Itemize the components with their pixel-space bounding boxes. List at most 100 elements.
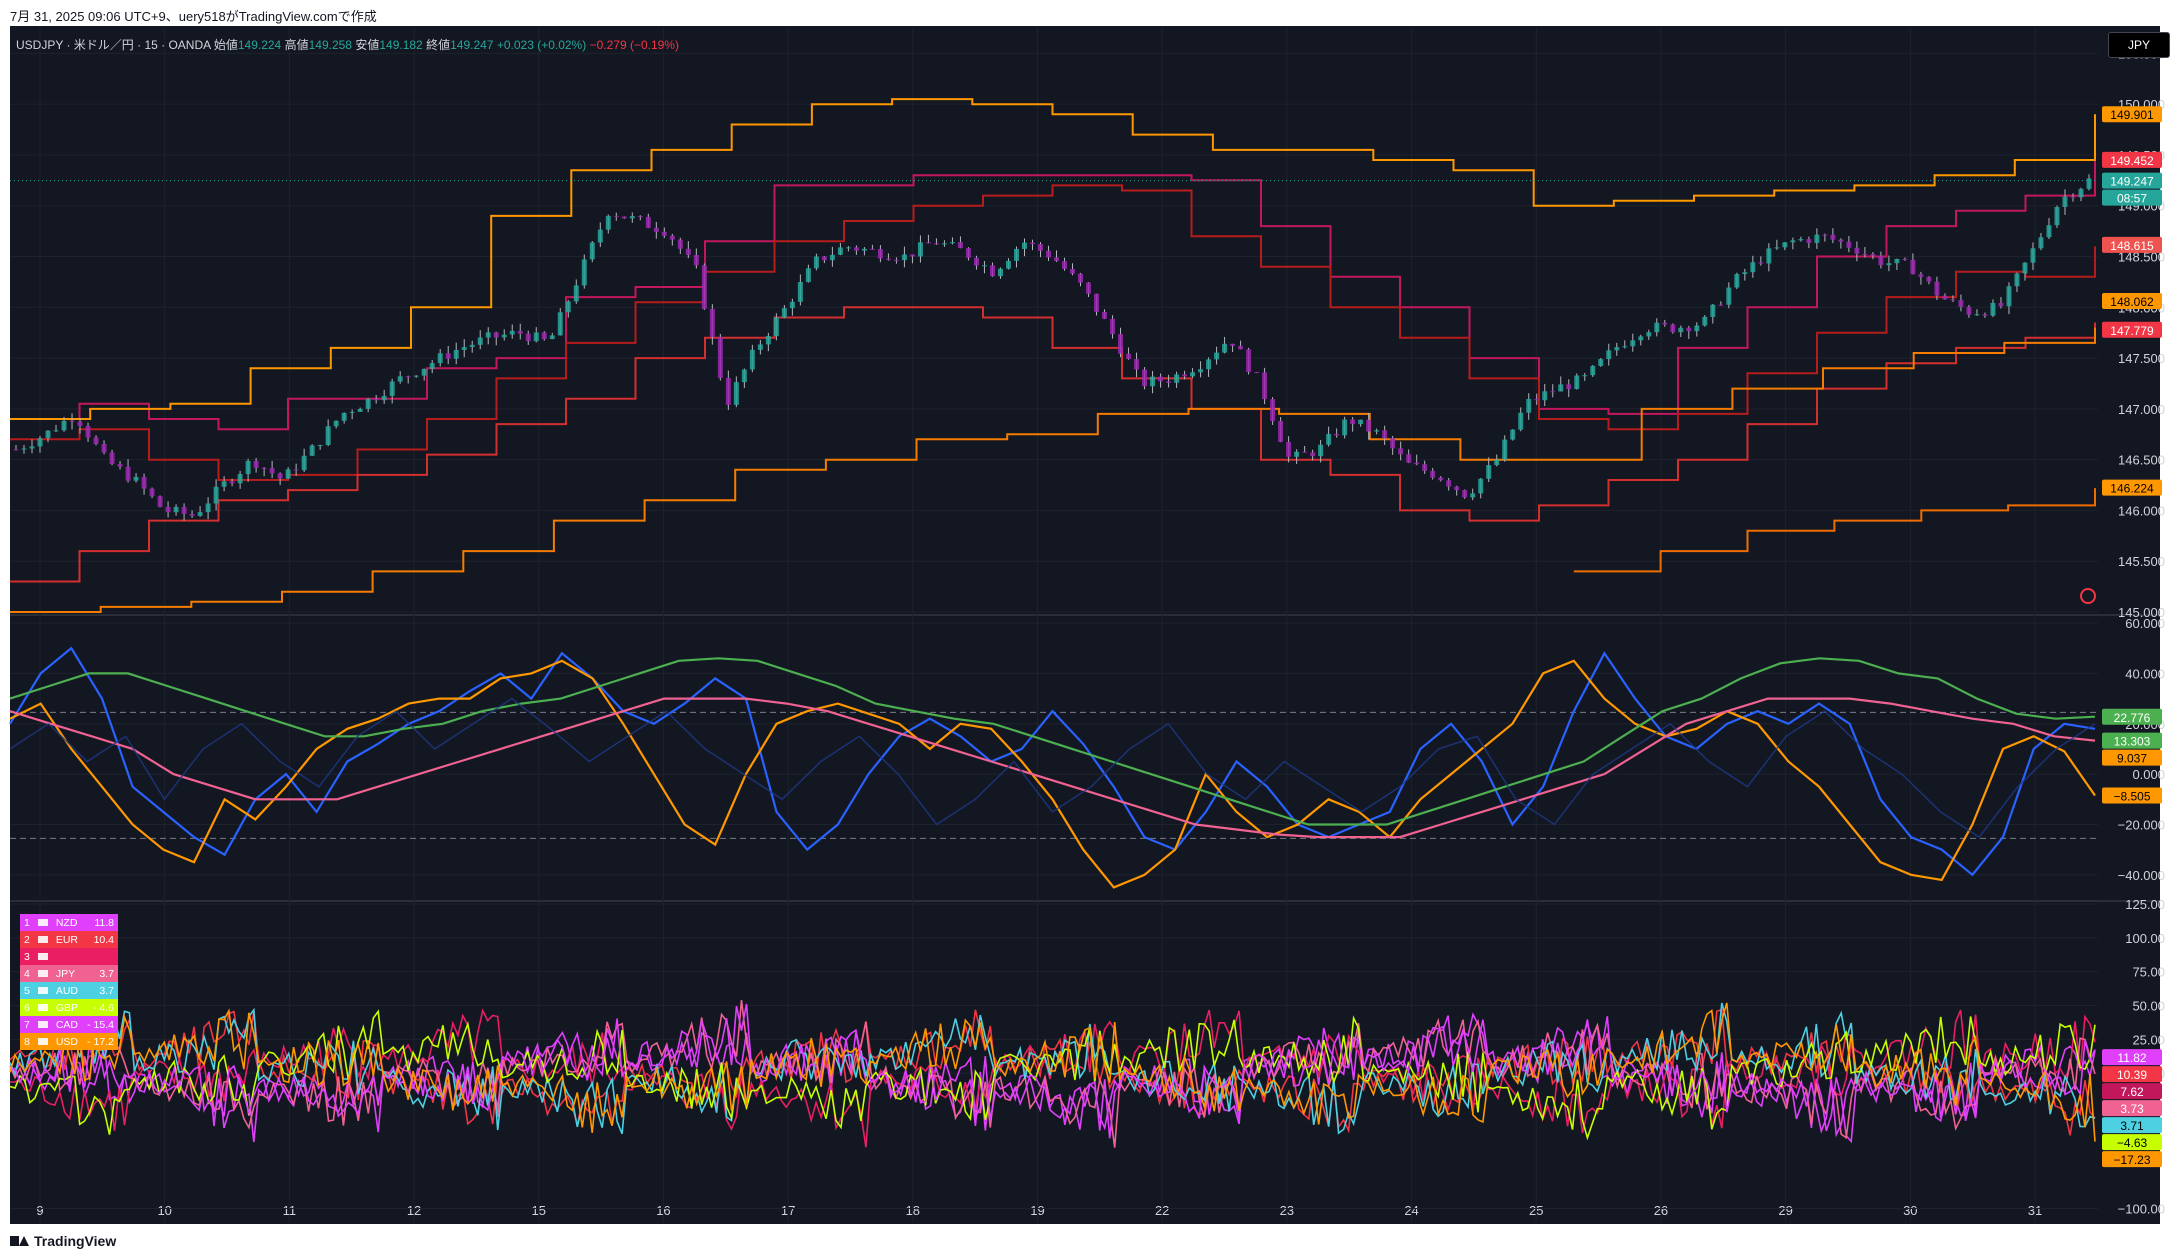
candle-body <box>1926 276 1932 282</box>
candle-body <box>1694 325 1700 332</box>
candle-body <box>1398 448 1404 455</box>
candle-body <box>821 256 827 261</box>
y-tick-label: 75.00 <box>2132 965 2165 980</box>
candle-body <box>37 438 43 447</box>
candle-body <box>1574 375 1580 390</box>
value-tag <box>2102 1117 2162 1134</box>
low-value: 149.182 <box>379 38 423 52</box>
candle-body <box>1462 490 1468 498</box>
candle-body <box>933 243 939 245</box>
candle-body <box>1430 470 1436 478</box>
candle-body <box>1894 258 1900 264</box>
candle-body <box>501 334 507 338</box>
candle-body <box>1774 247 1780 249</box>
candle-body <box>285 469 291 479</box>
candle-body <box>69 420 75 422</box>
candle-body <box>277 473 283 479</box>
value-tag <box>2102 236 2162 253</box>
candle-body <box>1702 316 1708 326</box>
candle-body <box>189 513 195 516</box>
strength-currency: USD <box>55 1035 79 1048</box>
value-tag-label: 08:57 <box>2117 192 2147 206</box>
candle-body <box>1534 399 1540 401</box>
candle-body <box>229 481 235 484</box>
y-tick-label: 147.000 <box>2118 402 2165 417</box>
candle-body <box>789 301 795 309</box>
y-tick-label: 25.00 <box>2132 1032 2165 1047</box>
candle-body <box>1334 433 1340 436</box>
candle-body <box>1822 234 1828 236</box>
candle-body <box>1998 302 2004 307</box>
candle-body <box>469 344 475 348</box>
x-tick-label: 16 <box>656 1203 670 1218</box>
candle-body <box>1830 234 1836 240</box>
candle-body <box>813 256 819 269</box>
candle-body <box>1950 299 1956 301</box>
value-tag-label: 146.224 <box>2110 482 2154 496</box>
x-tick-label: 15 <box>532 1203 546 1218</box>
candle-body <box>85 425 91 438</box>
candle-body <box>1742 272 1748 275</box>
candle-body <box>421 368 427 376</box>
currency-button[interactable]: JPY <box>2108 32 2170 58</box>
value-tag <box>2102 1066 2162 1083</box>
value-tag-label: 149.247 <box>2110 175 2154 189</box>
candle-body <box>1374 430 1380 432</box>
candle-body <box>1470 493 1476 498</box>
candle-body <box>1054 257 1060 262</box>
y-tick-label: 148.500 <box>2118 250 2165 265</box>
candle-body <box>733 382 739 405</box>
strength-legend: 1 NZD 11.8 2 EUR 10.4 3 4 JPY 3.7 5 AUD 3.7 6 GBP - 4.6… <box>20 914 118 1050</box>
candle-body <box>749 349 755 370</box>
candle-body <box>1454 486 1460 491</box>
value-tag-label: 149.901 <box>2110 108 2154 122</box>
candle-body <box>1094 293 1100 312</box>
candle-body <box>1974 314 1980 316</box>
candle-body <box>477 337 483 345</box>
symbol-name[interactable]: USDJPY · 米ドル／円 · 15 · OANDA <box>16 38 211 52</box>
candle-body <box>1150 376 1156 387</box>
y-tick-label: 145.500 <box>2118 554 2165 569</box>
donchian-band <box>10 306 2096 583</box>
candle-body <box>1766 248 1772 264</box>
value-tag-label: 148.615 <box>2110 239 2154 253</box>
candle-body <box>309 445 315 456</box>
candle-body <box>845 247 851 249</box>
value-tag <box>2102 787 2162 804</box>
candle-body <box>1502 439 1508 460</box>
candle-body <box>637 216 643 218</box>
candle-body <box>1142 369 1148 387</box>
candle-body <box>1206 359 1212 370</box>
candle-body <box>1606 350 1612 360</box>
symbol-legend: USDJPY · 米ドル／円 · 15 · OANDA 始値149.224 高値… <box>16 36 679 53</box>
x-tick-label: 31 <box>2028 1203 2042 1218</box>
candle-body <box>693 254 699 266</box>
value-tag <box>2102 1049 2162 1066</box>
candle-body <box>1942 295 1948 300</box>
y-tick-label: 146.000 <box>2118 503 2165 518</box>
candle-body <box>1230 343 1236 346</box>
candle-body <box>245 460 251 475</box>
candle-body <box>1070 268 1076 274</box>
candle-body <box>1854 247 1860 254</box>
candle-body <box>725 377 731 405</box>
x-tick-label: 10 <box>157 1203 171 1218</box>
candle-body <box>2014 273 2020 287</box>
candle-body <box>2070 196 2076 198</box>
candle-body <box>2022 262 2028 274</box>
value-tag-label: 10.39 <box>2117 1068 2147 1082</box>
candle-body <box>1526 399 1532 413</box>
candle-body <box>717 336 723 378</box>
strength-legend-row: 5 AUD 3.7 <box>20 982 118 999</box>
x-tick-label: 11 <box>283 1203 297 1218</box>
candle-body <box>1654 322 1660 333</box>
candle-body <box>709 308 715 337</box>
candle-body <box>541 332 547 340</box>
candle-body <box>453 350 459 359</box>
candle-body <box>1550 391 1556 393</box>
candle-body <box>1638 336 1644 341</box>
candle-body <box>1582 375 1588 377</box>
oscillator-line <box>9 659 2096 889</box>
strength-line <box>9 1002 2096 1135</box>
